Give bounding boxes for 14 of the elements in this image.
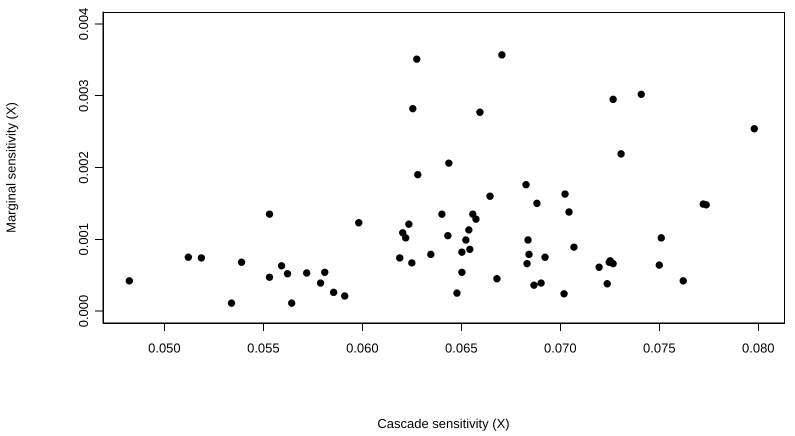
x-tick-label: 0.055: [247, 340, 280, 356]
x-tick-label: 0.060: [346, 340, 379, 356]
y-tick-label: 0.003: [76, 79, 92, 112]
x-axis-title: Cascade sensitivity (X): [377, 416, 510, 431]
x-tick-label: 0.075: [643, 340, 676, 356]
y-tick-label: 0.002: [76, 151, 92, 184]
y-tick-label: 0.004: [76, 8, 92, 40]
x-tick-label: 0.080: [742, 340, 775, 356]
y-tick-label: 0.000: [76, 294, 92, 328]
x-tick-label: 0.050: [148, 340, 181, 356]
y-axis-title: Marginal sensitivity (X): [3, 102, 18, 233]
x-tick-label: 0.070: [544, 340, 577, 356]
x-tick-label: 0.065: [445, 340, 478, 356]
y-tick-label: 0.001: [76, 222, 92, 256]
